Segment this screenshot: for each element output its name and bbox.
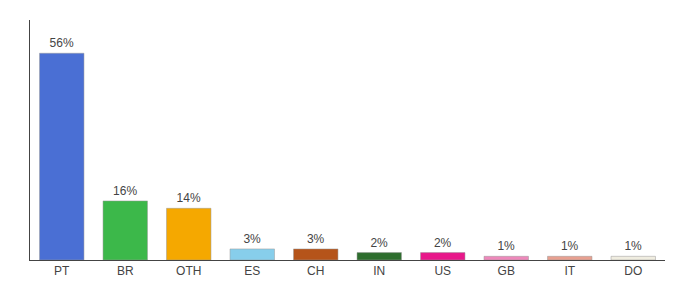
svg-text:PT: PT <box>54 264 70 278</box>
svg-text:GB: GB <box>498 264 515 278</box>
svg-text:IN: IN <box>373 264 385 278</box>
svg-text:16%: 16% <box>113 184 137 198</box>
svg-text:IT: IT <box>564 264 575 278</box>
svg-text:DO: DO <box>624 264 642 278</box>
svg-text:BR: BR <box>117 264 134 278</box>
svg-text:OTH: OTH <box>176 264 201 278</box>
svg-text:1%: 1% <box>561 239 579 253</box>
svg-text:ES: ES <box>244 264 260 278</box>
svg-text:CH: CH <box>307 264 324 278</box>
svg-text:2%: 2% <box>434 236 452 250</box>
svg-text:56%: 56% <box>50 36 74 50</box>
svg-text:US: US <box>434 264 451 278</box>
svg-text:1%: 1% <box>624 239 642 253</box>
svg-text:14%: 14% <box>177 191 201 205</box>
svg-text:3%: 3% <box>307 232 325 246</box>
svg-text:3%: 3% <box>243 232 261 246</box>
svg-text:2%: 2% <box>370 236 388 250</box>
svg-text:1%: 1% <box>497 239 515 253</box>
